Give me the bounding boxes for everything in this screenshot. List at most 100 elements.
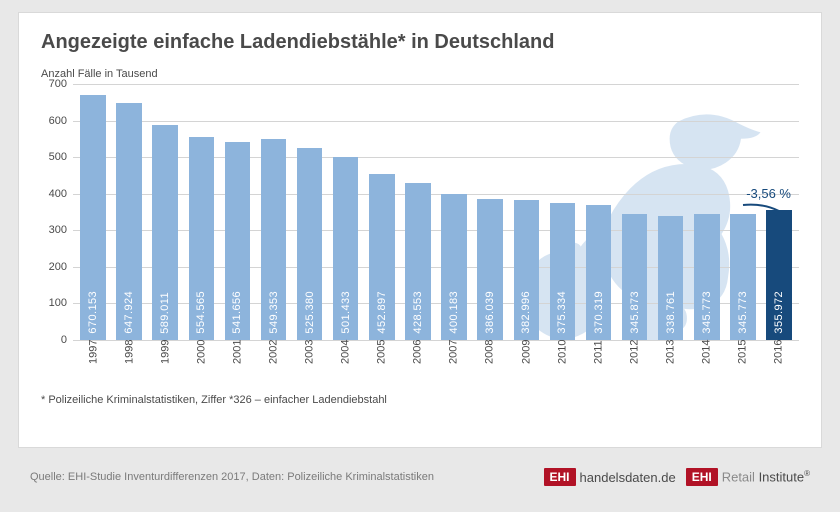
source-text: Quelle: EHI-Studie Inventurdifferenzen 2… [30,471,434,483]
bar-value-label: 370.319 [593,285,605,340]
x-tick-label: 2013 [658,340,683,384]
chart-title: Angezeigte einfache Ladendiebstähle* in … [41,31,799,54]
bar-value-label: 549.353 [268,285,280,340]
bar: 428.553 [405,183,430,340]
bar: 452.897 [369,174,394,340]
ehi-badge-icon: EHI [686,468,718,486]
bar: 541.656 [225,142,250,340]
x-tick-label: 2008 [477,340,502,384]
x-tick-label: 2007 [441,340,466,384]
ehi-badge-icon: EHI [544,468,576,486]
bar-column: 355.972 [766,84,791,340]
x-tick-label: 1998 [117,340,142,384]
x-tick-label: 1999 [153,340,178,384]
plot: 670.153 647.924 589.011 554.565 541.656 549.3… [73,84,799,340]
x-tick-label: 2015 [730,340,755,384]
x-tick-label: 1997 [81,340,106,384]
y-tick-label: 700 [49,78,67,90]
bar-column: 370.319 [586,84,611,340]
bar-value-label: 428.553 [412,285,424,340]
bar: 670.153 [80,95,105,340]
bar: 345.773 [730,214,755,340]
bar-value-label: 452.897 [376,285,388,340]
bar-value-label: 375.334 [556,285,568,340]
bar-column: 338.761 [658,84,683,340]
bar-column: 589.011 [152,84,177,340]
bar: 338.761 [658,216,683,340]
bar-value-label: 501.433 [340,285,352,340]
bar-column: 647.924 [116,84,141,340]
x-tick-label: 2001 [225,340,250,384]
x-tick-label: 2012 [622,340,647,384]
change-annotation: -3,56 % [746,186,791,201]
bar: 400.183 [441,194,466,340]
bar: 345.873 [622,214,647,340]
y-tick-label: 0 [61,334,67,346]
bar-column: 345.773 [694,84,719,340]
plot-area: 0100200300400500600700 670.153647.924589… [41,84,799,384]
bar-value-label: 647.924 [123,285,135,340]
bars-row: 670.153 647.924 589.011 554.565 541.656 549.3… [73,84,799,340]
bar: 554.565 [189,137,214,340]
bar: 647.924 [116,103,141,340]
footer-bar: Quelle: EHI-Studie Inventurdifferenzen 2… [18,454,822,500]
bar-column: 501.433 [333,84,358,340]
bar: 345.773 [694,214,719,340]
bar-value-label: 670.153 [87,285,99,340]
bar-column: 541.656 [225,84,250,340]
bar: 382.996 [514,200,539,340]
x-axis-labels: 1997199819992000200120022003200420052006… [73,340,799,384]
bar-column: 452.897 [369,84,394,340]
x-tick-label: 2016 [766,340,791,384]
x-tick-label: 2006 [405,340,430,384]
logo-handelsdaten-text: handelsdaten.de [580,470,676,485]
bar: 370.319 [586,205,611,340]
bar-column: 428.553 [405,84,430,340]
logo-handelsdaten: EHI handelsdaten.de [544,468,676,486]
y-axis-title: Anzahl Fälle in Tausend [41,68,799,80]
bar-column: 386.039 [477,84,502,340]
logo-retail-institute: EHI Retail Institute® [686,468,810,486]
bar: 386.039 [477,199,502,340]
bar-column: 382.996 [514,84,539,340]
bar: 549.353 [261,139,286,340]
chart-card: Angezeigte einfache Ladendiebstähle* in … [18,12,822,448]
logo-group: EHI handelsdaten.de EHI Retail Institute… [544,468,810,486]
y-tick-label: 300 [49,224,67,236]
bar-column: 549.353 [261,84,286,340]
x-tick-label: 2011 [586,340,611,384]
bar-column: 670.153 [80,84,105,340]
change-annotation-text: -3,56 % [746,186,791,201]
x-tick-label: 2009 [514,340,539,384]
bar: 589.011 [152,125,177,340]
bar-column: 375.334 [550,84,575,340]
y-tick-label: 400 [49,188,67,200]
bar-value-label: 386.039 [484,285,496,340]
x-tick-label: 2004 [333,340,358,384]
bar-column: 554.565 [189,84,214,340]
bar-value-label: 345.773 [701,285,713,340]
bar-value-label: 382.996 [520,285,532,340]
bar: 375.334 [550,203,575,340]
x-tick-label: 2010 [550,340,575,384]
bar-value-label: 525.380 [304,285,316,340]
bar-value-label: 355.972 [773,285,785,340]
bar-column: 345.773 [730,84,755,340]
bar-value-label: 345.773 [737,285,749,340]
bar: 501.433 [333,157,358,340]
bar-column: 345.873 [622,84,647,340]
y-tick-label: 500 [49,151,67,163]
bar-column: 400.183 [441,84,466,340]
page-background: Angezeigte einfache Ladendiebstähle* in … [0,0,840,512]
x-tick-label: 2005 [369,340,394,384]
bar-value-label: 589.011 [159,286,171,340]
y-tick-label: 100 [49,297,67,309]
y-tick-label: 200 [49,261,67,273]
x-tick-label: 2014 [694,340,719,384]
bar-value-label: 554.565 [195,285,207,340]
bar-value-label: 400.183 [448,285,460,340]
bar-value-label: 345.873 [629,285,641,340]
y-tick-label: 600 [49,115,67,127]
chart-footnote: * Polizeiliche Kriminalstatistiken, Ziff… [41,394,799,406]
bar: 355.972 [766,210,791,340]
